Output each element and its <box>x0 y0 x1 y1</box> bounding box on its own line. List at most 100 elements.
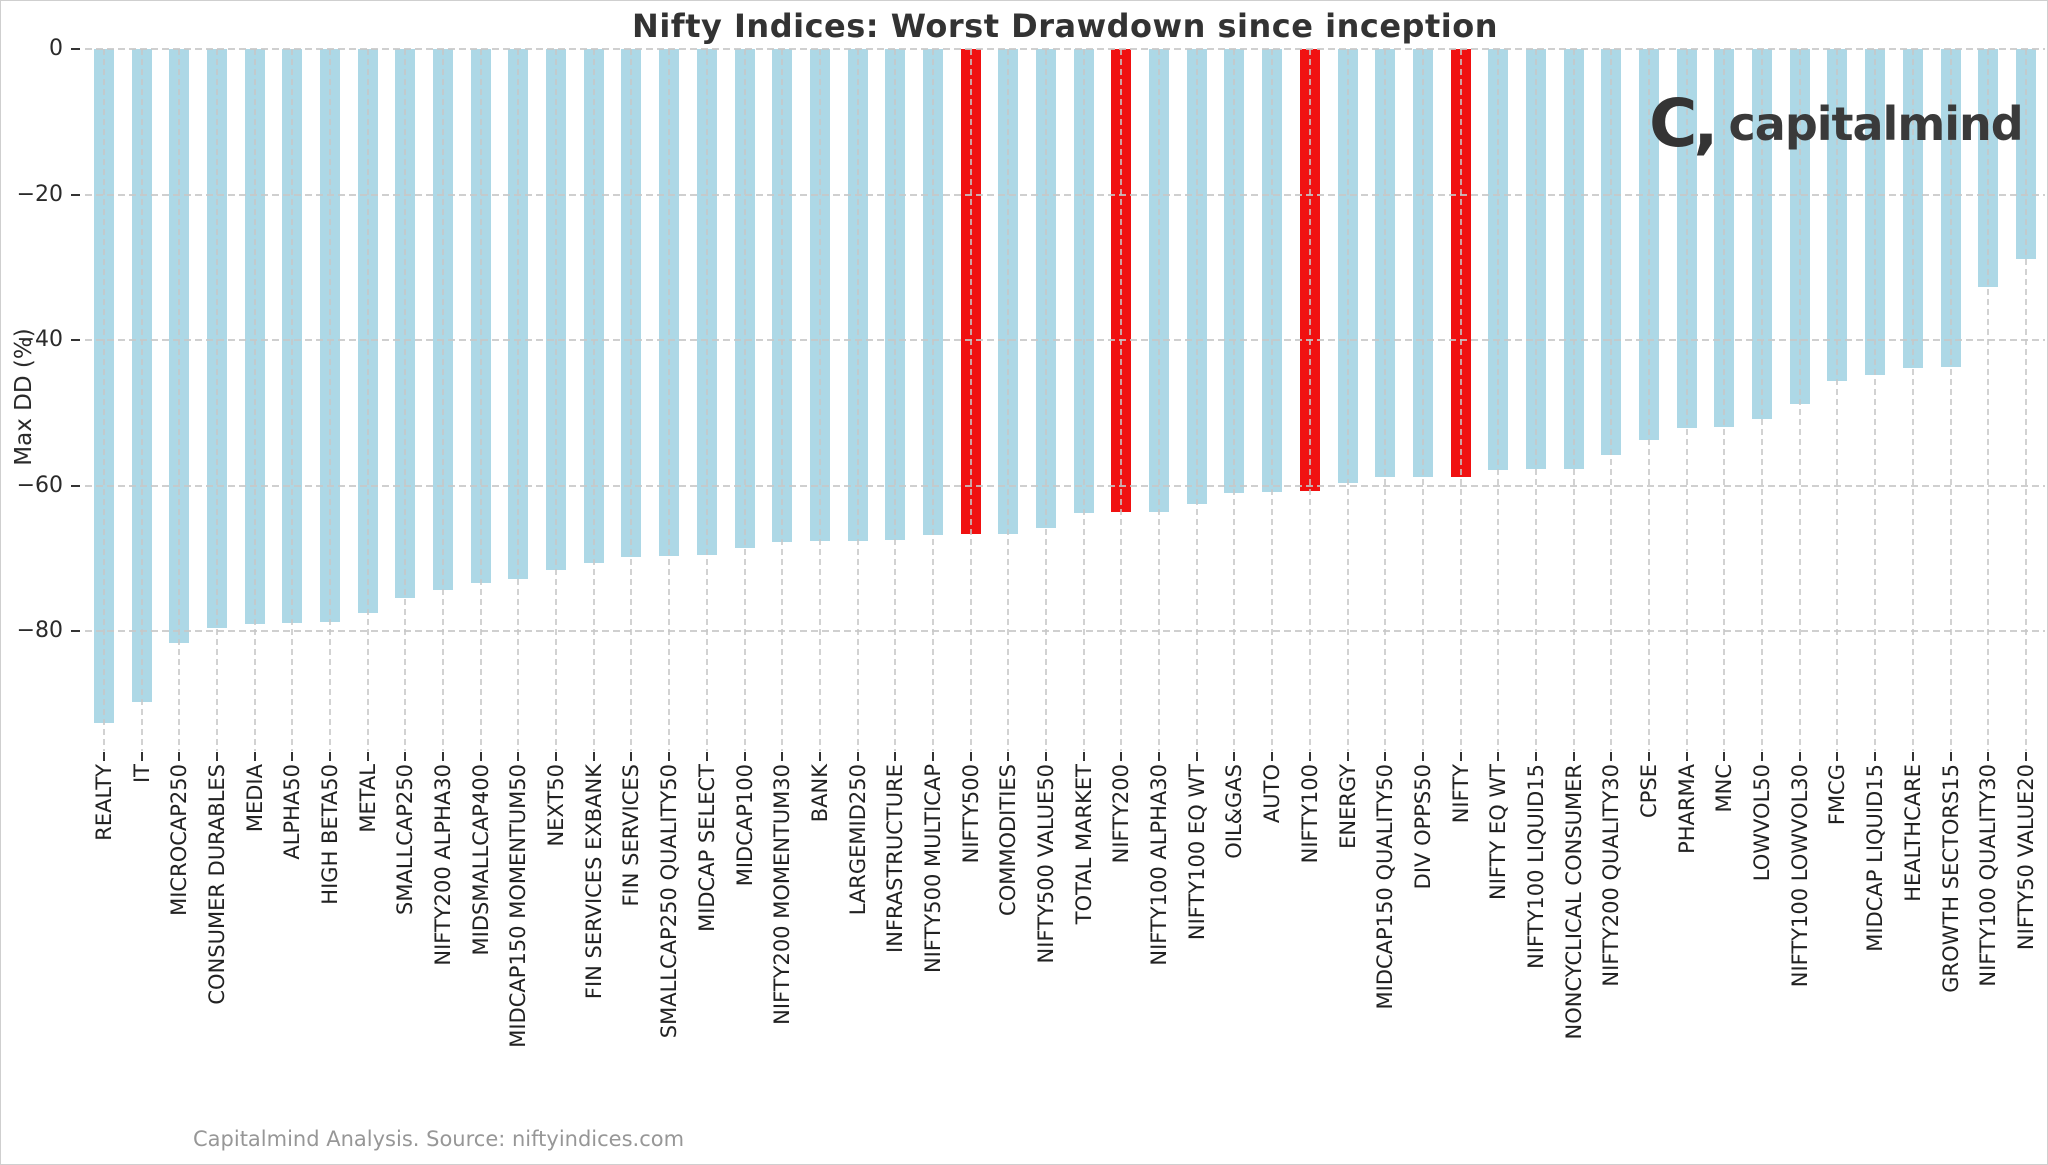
x-label-slot: NIFTY100 <box>1291 764 1329 863</box>
x-tick-label: FIN SERVICES <box>619 764 644 907</box>
x-label-slot: HEALTHCARE <box>1894 764 1932 902</box>
x-label-slot: MIDCAP SELECT <box>688 764 726 932</box>
x-label-slot: NIFTY200 ALPHA30 <box>424 764 462 966</box>
x-label-slot: OIL&GAS <box>1216 764 1254 859</box>
x-tick-mark <box>2024 752 2027 761</box>
x-tick-label: NEXT50 <box>544 764 569 847</box>
bar-slot <box>500 49 538 761</box>
y-tick-label: −80 <box>16 618 63 643</box>
v-gridline <box>1534 49 1537 751</box>
bar-slot <box>424 49 462 761</box>
x-tick-label: NIFTY100 LIQUID15 <box>1523 764 1548 969</box>
bar-slot <box>575 49 613 761</box>
x-label-slot: NIFTY <box>1442 764 1480 823</box>
bar-slot <box>387 49 425 761</box>
x-tick-mark <box>1987 752 1990 761</box>
bar-slot <box>726 49 764 761</box>
x-tick-mark <box>102 752 105 761</box>
v-gridline <box>1158 49 1161 751</box>
x-tick-mark <box>404 752 407 761</box>
x-label-slot: ENERGY <box>1329 764 1367 849</box>
bar-slot <box>1103 49 1141 761</box>
bars-row <box>85 49 2045 761</box>
x-tick-mark <box>1874 752 1877 761</box>
x-label-slot: IT <box>123 764 161 783</box>
bar-slot <box>1630 49 1668 761</box>
h-gridline <box>85 48 2045 50</box>
v-gridline <box>1421 49 1424 751</box>
x-tick-label: NIFTY EQ WT <box>1486 764 1511 901</box>
x-tick-mark <box>328 752 331 761</box>
x-tick-label: FMCG <box>1825 764 1850 826</box>
v-gridline <box>102 49 105 751</box>
v-gridline <box>1798 49 1801 751</box>
bar-slot <box>1819 49 1857 761</box>
bar-slot <box>801 49 839 761</box>
x-tick-mark <box>1459 752 1462 761</box>
x-label-slot: MIDCAP150 MOMENTUM50 <box>500 764 538 1048</box>
x-label-slot: CPSE <box>1630 764 1668 818</box>
bar-slot <box>349 49 387 761</box>
bar-slot <box>160 49 198 761</box>
x-tick-mark <box>253 752 256 761</box>
x-tick-mark <box>1723 752 1726 761</box>
capitalmind-logo-icon: C, <box>1649 85 1718 162</box>
x-tick-mark <box>781 752 784 761</box>
bar-slot <box>1781 49 1819 761</box>
x-tick-label: NIFTY200 MOMENTUM30 <box>770 764 795 1025</box>
v-gridline <box>969 49 972 751</box>
x-label-slot: MICROCAP250 <box>160 764 198 916</box>
x-tick-mark <box>1610 752 1613 761</box>
v-gridline <box>1648 49 1651 751</box>
x-tick-label: MEDIA <box>242 764 267 833</box>
bar-slot <box>1404 49 1442 761</box>
x-tick-mark <box>856 752 859 761</box>
x-tick-mark <box>1346 752 1349 761</box>
y-tick-mark <box>71 193 80 196</box>
v-gridline <box>328 49 331 751</box>
x-label-slot: LOWVOL50 <box>1743 764 1781 881</box>
x-tick-label: METAL <box>355 764 380 833</box>
bar-slot <box>85 49 123 761</box>
v-gridline <box>517 49 520 751</box>
bar-slot <box>1140 49 1178 761</box>
v-gridline <box>592 49 595 751</box>
v-gridline <box>1911 49 1914 751</box>
x-label-slot: NEXT50 <box>537 764 575 847</box>
x-tick-mark <box>1836 752 1839 761</box>
x-tick-mark <box>1534 752 1537 761</box>
x-label-slot: MIDCAP150 QUALITY50 <box>1366 764 1404 1009</box>
x-tick-mark <box>1045 752 1048 761</box>
x-label-slot: MIDSMALLCAP400 <box>462 764 500 955</box>
x-tick-mark <box>743 752 746 761</box>
bar-slot <box>1291 49 1329 761</box>
bar-slot <box>1178 49 1216 761</box>
x-tick-label: COMMODITIES <box>996 764 1021 916</box>
bar-slot <box>236 49 274 761</box>
x-label-slot: MIDCAP100 <box>726 764 764 886</box>
x-tick-mark <box>366 752 369 761</box>
x-tick-label: CPSE <box>1637 764 1662 818</box>
x-tick-label: NIFTY500 MULTICAP <box>920 764 945 974</box>
x-tick-label: MIDCAP100 <box>732 764 757 887</box>
x-label-slot: GROWTH SECTORS15 <box>1932 764 1970 993</box>
x-label-slot: MEDIA <box>236 764 274 832</box>
v-gridline <box>555 49 558 751</box>
v-gridline <box>253 49 256 751</box>
bar-slot <box>1555 49 1593 761</box>
x-tick-mark <box>140 752 143 761</box>
x-tick-label: IT <box>129 764 154 784</box>
x-tick-mark <box>215 752 218 761</box>
x-label-slot: NIFTY100 EQ WT <box>1178 764 1216 940</box>
x-tick-label: NONCYCLICAL CONSUMER <box>1561 764 1586 1040</box>
v-gridline <box>178 49 181 751</box>
source-note: Capitalmind Analysis. Source: niftyindic… <box>193 1127 685 1151</box>
x-tick-label: AUTO <box>1260 764 1285 824</box>
x-tick-mark <box>555 752 558 761</box>
x-tick-label: NIFTY200 <box>1109 764 1134 864</box>
v-gridline <box>1459 49 1462 751</box>
bar-slot <box>990 49 1028 761</box>
bar-slot <box>914 49 952 761</box>
x-label-slot: FIN SERVICES EXBANK <box>575 764 613 999</box>
x-tick-label: SMALLCAP250 QUALITY50 <box>657 764 682 1039</box>
